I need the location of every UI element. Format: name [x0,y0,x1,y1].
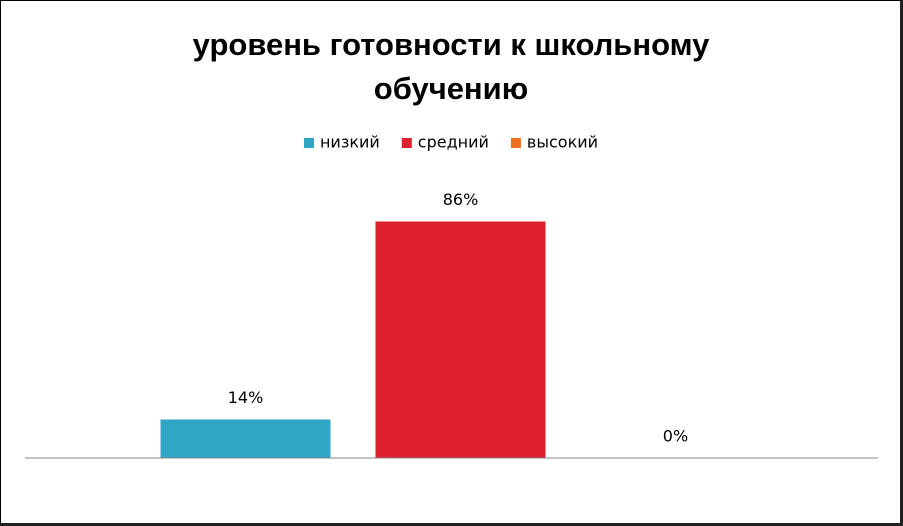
data-label: 0% [663,427,688,446]
chart-title: уровень готовности к школьному обучению [192,27,710,106]
legend-label: высокий [527,133,598,152]
bar [375,221,546,458]
legend-swatch [303,138,314,148]
legend-label: средний [418,133,489,152]
legend-swatch [401,138,412,148]
data-label: 14% [228,388,264,407]
data-label: 86% [443,190,479,209]
bar [160,419,331,458]
legend-label: низкий [320,133,380,152]
legend-swatch [510,138,521,148]
